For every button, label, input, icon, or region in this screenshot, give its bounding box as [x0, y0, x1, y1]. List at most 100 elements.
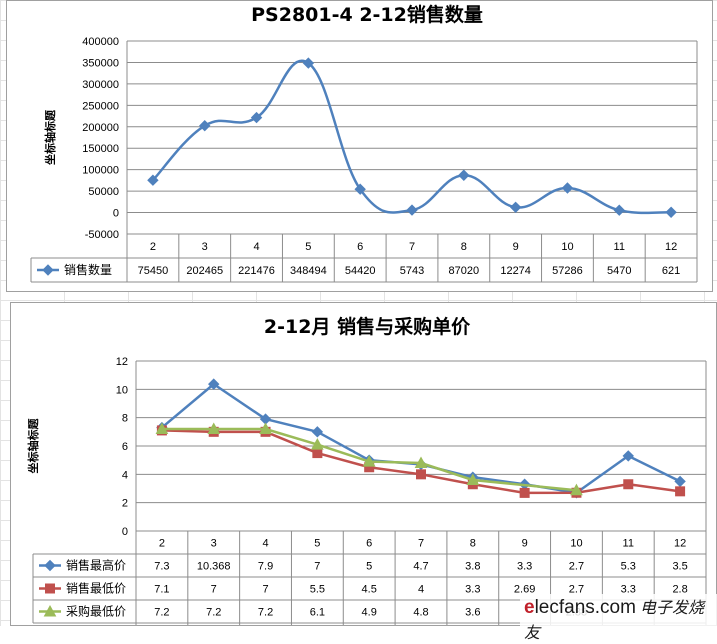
legend-key-marker [44, 559, 56, 572]
elecfans-watermark: elecfans.com 电子发烧友 [520, 594, 717, 644]
data-point-marker [623, 479, 634, 490]
table-value-cell: 6.1 [310, 607, 325, 619]
y-tick-label: 100000 [82, 165, 119, 177]
data-point-marker [519, 487, 530, 498]
table-value-cell: 4.5 [362, 584, 377, 596]
chart-title: PS2801-4 2-12销售数量 [251, 3, 483, 26]
x-category-label: 7 [418, 538, 424, 550]
x-category-label: 5 [314, 538, 320, 550]
chart-panel-sales-quantity[interactable]: PS2801-4 2-12销售数量 坐标轴标题 400000 350000 300000… [6, 0, 713, 292]
y-tick-label: 2 [122, 498, 128, 510]
table-value-cell: 4 [418, 584, 424, 596]
legend-key-marker [42, 264, 54, 276]
x-category-label: 2 [150, 241, 156, 253]
x-category-label: 5 [305, 241, 311, 253]
table-value-cell: 4.7 [413, 561, 428, 573]
table-value-cell: 7.2 [154, 607, 169, 619]
y-tick-label: 0 [113, 208, 119, 220]
y-axis-title: 坐标轴标题 [43, 109, 57, 165]
data-point-marker [613, 204, 625, 216]
legend-series-name: 销售最低价 [66, 581, 126, 596]
legend-series-name: 销售最高价 [66, 558, 126, 573]
x-category-label: 4 [262, 538, 268, 550]
data-point-marker [250, 111, 263, 124]
x-category-label: 4 [253, 241, 259, 253]
y-tick-label: 0 [122, 526, 128, 538]
chart-title: 2-12月 销售与采购单价 [264, 315, 471, 338]
table-value-cell: 10.368 [197, 561, 231, 573]
table-value-cell: 2.8 [672, 584, 687, 596]
y-tick-label: 8 [122, 413, 128, 425]
y-tick-label: 350000 [82, 57, 119, 69]
y-axis-title: 坐标轴标题 [26, 418, 40, 474]
data-point-marker [207, 422, 221, 434]
x-category-label: 6 [366, 538, 372, 550]
data-point-marker [561, 182, 574, 194]
legend-key-marker [43, 604, 57, 617]
data-point-marker [675, 486, 686, 497]
y-tick-label: 10 [116, 384, 128, 396]
table-value-cell: 3.3 [621, 584, 636, 596]
data-point-marker [354, 183, 366, 195]
table-value-cell: 202465 [186, 265, 223, 277]
data-point-marker [208, 378, 220, 390]
watermark-brand-rest: lecfans [534, 597, 595, 618]
table-value-cell: 5470 [607, 265, 631, 277]
data-point-marker [302, 57, 315, 69]
data-point-marker [311, 438, 324, 450]
y-tick-label: -50000 [85, 229, 119, 241]
table-value-cell: 5 [366, 561, 372, 573]
y-tick-label: 12 [116, 356, 128, 368]
y-tick-label: 200000 [82, 122, 119, 134]
table-value-cell: 3.3 [517, 561, 532, 573]
x-category-label: 9 [522, 538, 528, 550]
table-value-cell: 4.9 [362, 607, 377, 619]
table-value-cell: 3.3 [465, 584, 480, 596]
legend-series-name: 销售数量 [64, 262, 112, 277]
data-point-marker [362, 455, 376, 467]
table-value-cell: 348494 [290, 265, 327, 277]
table-value-cell: 12274 [500, 265, 531, 277]
x-category-label: 11 [614, 241, 625, 253]
x-category-label: 7 [409, 241, 415, 253]
x-category-label: 3 [211, 538, 217, 550]
data-point-marker [509, 201, 522, 213]
table-value-cell: 7.3 [154, 561, 169, 573]
legend-key-marker [45, 583, 55, 594]
table-value-cell: 75450 [138, 265, 169, 277]
chart-sales-quantity: PS2801-4 2-12销售数量坐标轴标题400000350000300000… [30, 3, 698, 283]
table-value-cell: 7.1 [154, 584, 169, 596]
table-value-cell: 621 [662, 265, 680, 277]
y-tick-label: 250000 [82, 100, 119, 112]
data-point-marker [674, 475, 686, 488]
chart-panel-unit-price[interactable]: 2-12月 销售与采购单价 坐标轴标题 12 10 8 6 4 2 0 2 3 4 5 6 7 8 9 10 11 1… [10, 302, 717, 626]
data-point-marker [155, 422, 169, 434]
table-value-cell: 3.6 [465, 607, 480, 619]
x-category-label: 12 [665, 241, 677, 253]
table-value-cell: 54420 [345, 265, 376, 277]
y-tick-label: 6 [122, 441, 128, 453]
table-value-cell: 7.9 [258, 561, 273, 573]
x-category-label: 6 [357, 241, 363, 253]
data-point-marker [466, 473, 480, 485]
data-point-marker [406, 204, 418, 216]
table-value-cell: 7 [211, 584, 217, 596]
table-value-cell: 7 [262, 584, 268, 596]
x-category-label: 8 [461, 241, 467, 253]
data-point-marker [622, 450, 634, 462]
x-category-label: 11 [623, 538, 634, 550]
data-point-marker [416, 469, 426, 480]
data-point-marker [458, 169, 470, 181]
table-value-cell: 5.5 [310, 584, 325, 596]
watermark-brand-e: e [524, 597, 535, 618]
table-value-cell: 3.5 [672, 561, 687, 573]
data-point-marker [199, 120, 211, 132]
table-value-cell: 7.2 [206, 607, 221, 619]
table-value-cell: 2.7 [569, 584, 584, 596]
x-category-label: 3 [202, 241, 208, 253]
y-tick-label: 50000 [88, 186, 119, 198]
x-category-label: 10 [561, 241, 573, 253]
table-value-cell: 221476 [238, 265, 275, 277]
table-value-cell: 87020 [449, 265, 480, 277]
